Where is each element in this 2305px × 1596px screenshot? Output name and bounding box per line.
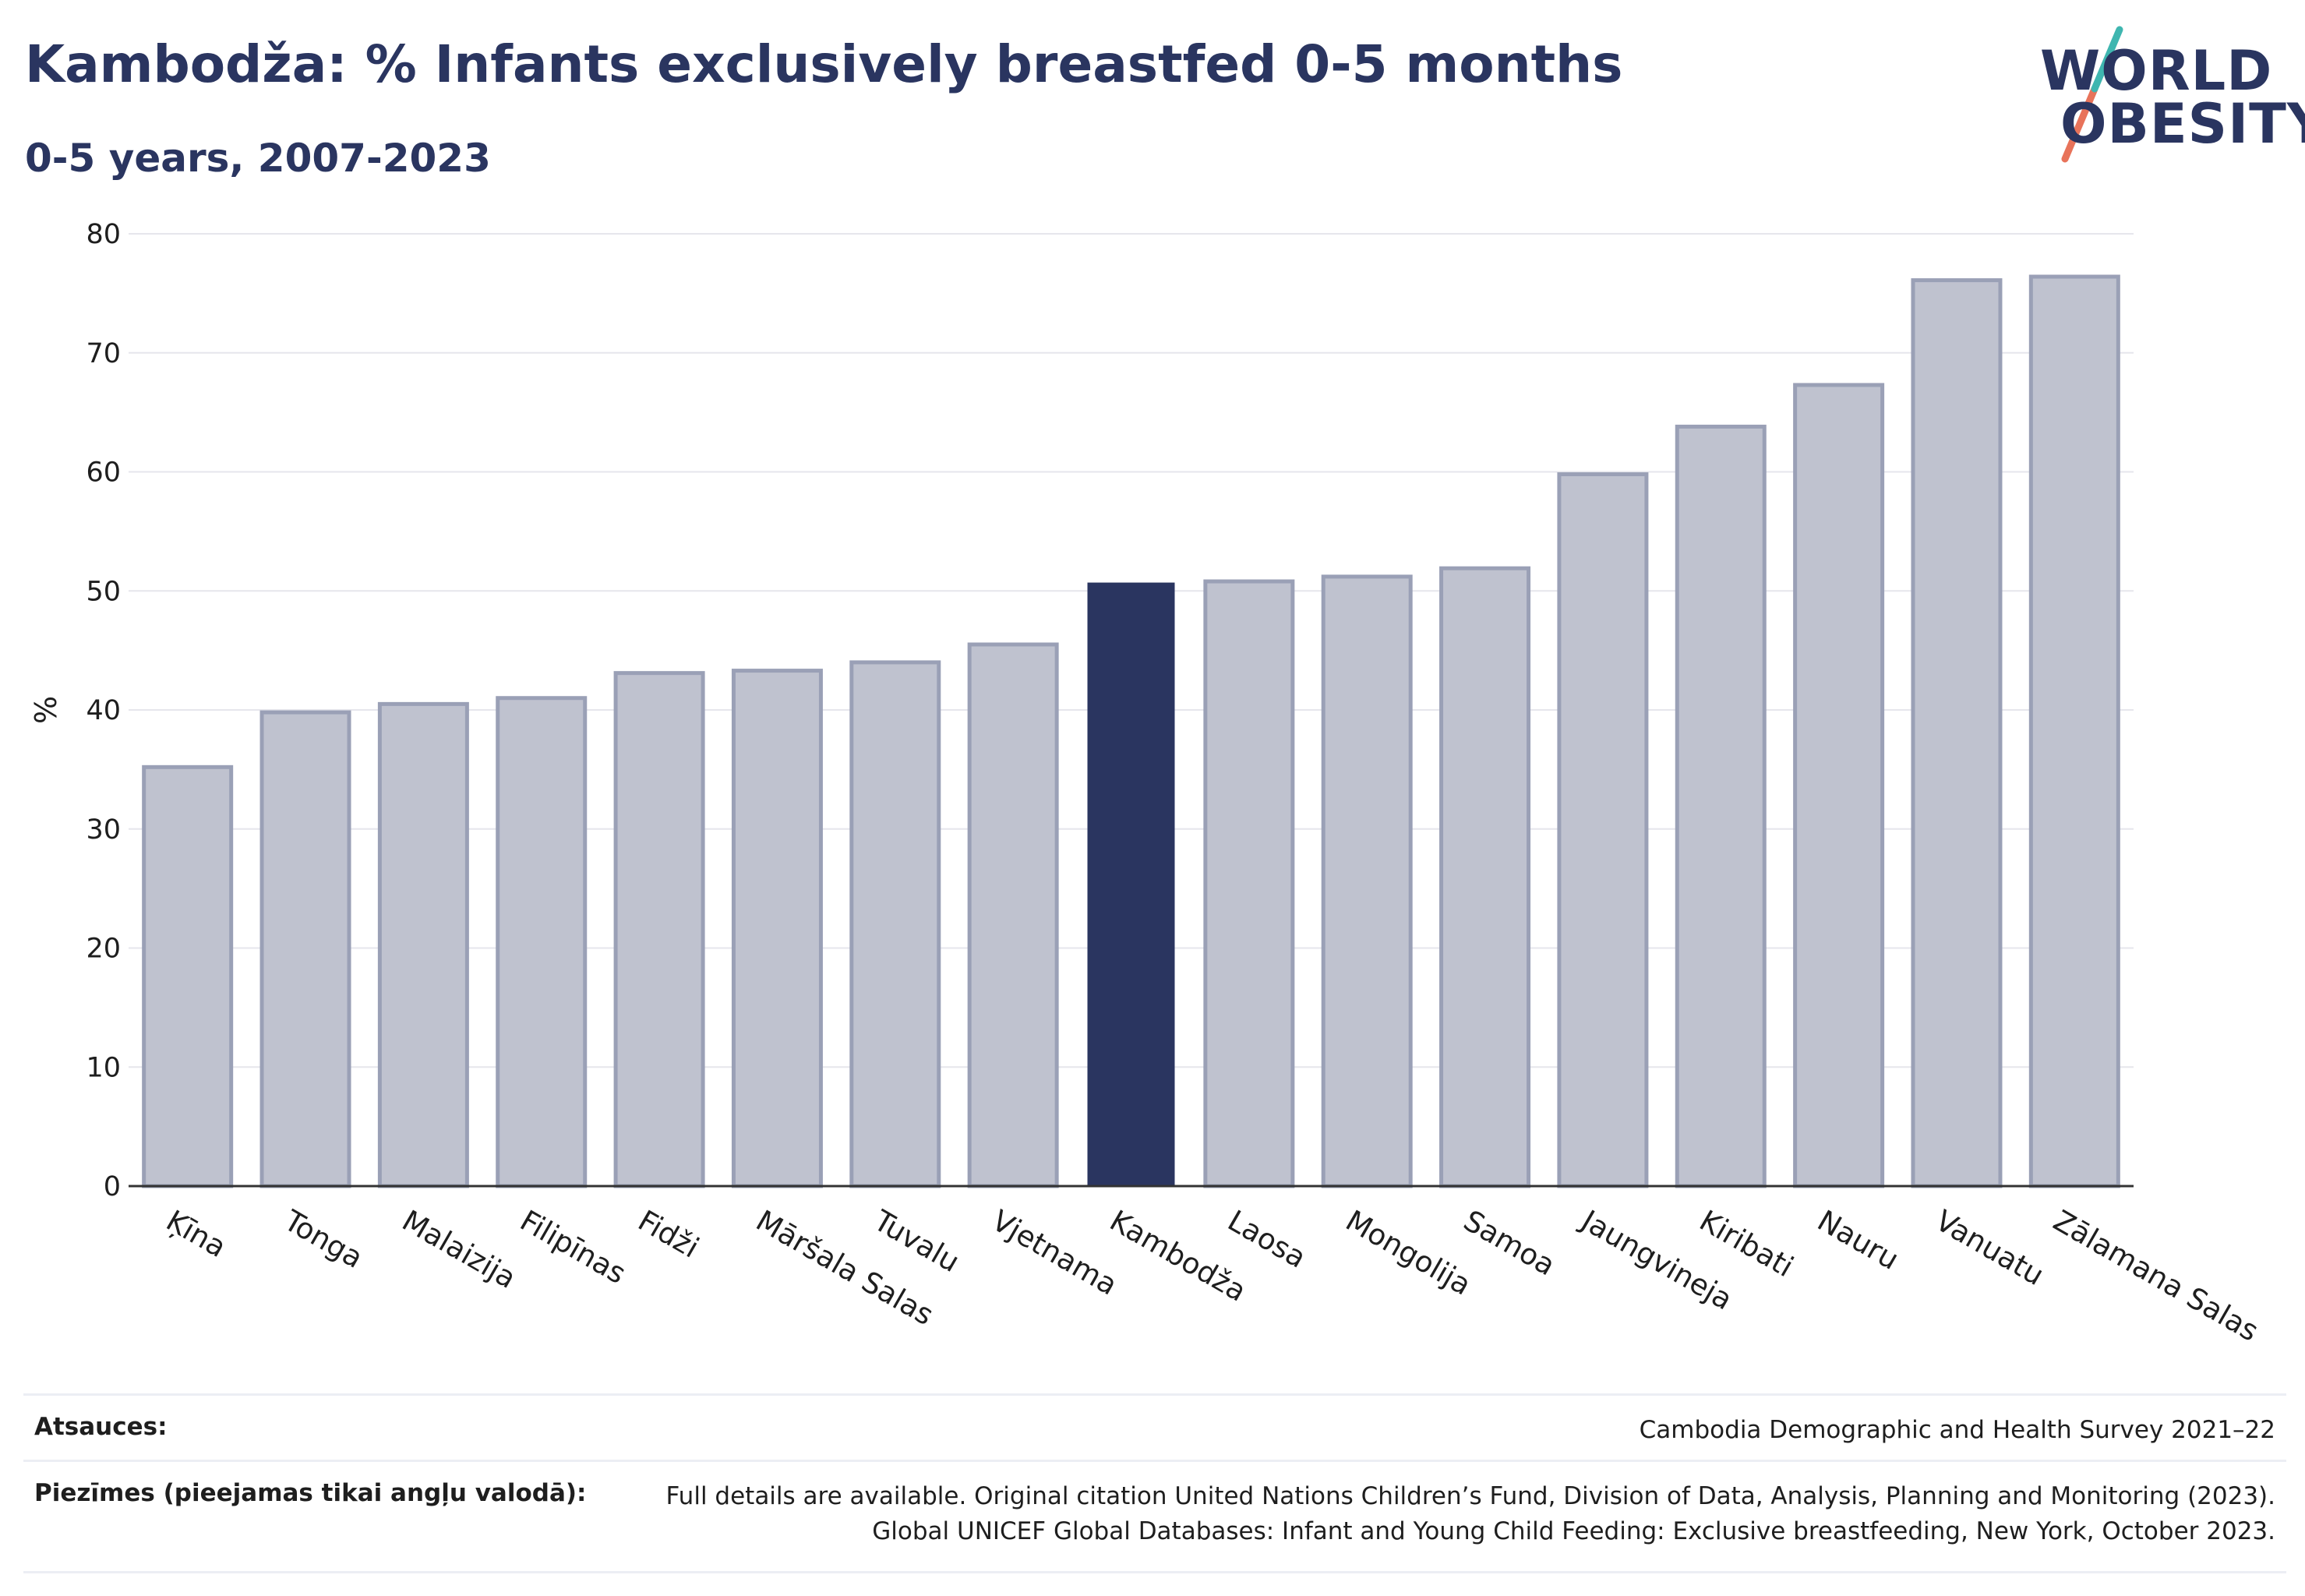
bar-chart: 0 10 20 30 40 50 60 70 80% Ķīna Tonga MalaizijaFili… [29, 219, 2264, 1348]
y-tick-label: 20 [86, 934, 121, 965]
logo-text-obesity: OBESITY [2060, 92, 2305, 156]
bar-15 [1911, 278, 2003, 1188]
x-tick-label: Vanuatu [1929, 1204, 2049, 1293]
notes-value: Full details are available. Original cit… [666, 1479, 2275, 1549]
x-tick-label: Fidži [633, 1204, 705, 1265]
notes-label: Piezīmes (pieejamas tikai angļu valodā): [34, 1479, 587, 1507]
x-tick-label: Malaizija [397, 1204, 521, 1295]
bar-7 [967, 642, 1059, 1188]
y-tick-label: 10 [86, 1052, 121, 1083]
x-tick-label: Filipīnas [514, 1204, 631, 1291]
x-tick-label: Tuvalu [867, 1203, 965, 1279]
bar-8 [1087, 582, 1175, 1186]
bar-0 [142, 764, 234, 1188]
logo-text-world: WORLD [2040, 39, 2273, 103]
bar-13 [1675, 424, 1767, 1188]
bar-10 [1321, 574, 1413, 1188]
y-axis-label: % [29, 696, 63, 724]
chart-title: Kambodža: % Infants exclusively breastfe… [25, 34, 1623, 94]
bar-4 [613, 671, 705, 1188]
footer-sources-row: Atsauces: Cambodia Demographic and Healt… [23, 1393, 2286, 1460]
y-tick-label: 0 [104, 1171, 121, 1202]
bar-11 [1439, 566, 1531, 1188]
y-tick-label: 80 [86, 219, 121, 250]
bar-9 [1203, 579, 1295, 1188]
logo-slash-icon [2061, 26, 2123, 163]
sources-value: Cambodia Demographic and Health Survey 2… [1639, 1416, 2275, 1444]
x-tick-label: Tonga [278, 1203, 369, 1275]
y-tick-label: 30 [86, 814, 121, 846]
notes-line-2: Global UNICEF Global Databases: Infant a… [872, 1517, 2275, 1545]
bar-12 [1557, 472, 1649, 1188]
x-tick-label: Laosa [1222, 1204, 1311, 1275]
x-tick-label: Mongolija [1340, 1204, 1477, 1302]
footer-notes-row: Piezīmes (pieejamas tikai angļu valodā):… [23, 1460, 2286, 1573]
x-tick-label: Ķīna [161, 1204, 231, 1265]
footer: Atsauces: Cambodia Demographic and Healt… [23, 1393, 2286, 1573]
y-tick-label: 50 [86, 576, 121, 607]
bar-16 [2028, 274, 2120, 1188]
bar-6 [849, 660, 941, 1188]
y-tick-label: 70 [86, 338, 121, 369]
y-tick-label: 40 [86, 695, 121, 726]
chart-subtitle: 0-5 years, 2007-2023 [25, 136, 491, 181]
sources-label: Atsauces: [34, 1413, 168, 1441]
x-tick-label: Zālamana Salas [2048, 1204, 2264, 1348]
world-obesity-logo: WORLD OBESITY [2034, 22, 2305, 170]
bar-3 [496, 696, 588, 1188]
bar-2 [377, 701, 469, 1188]
bar-5 [731, 669, 823, 1188]
bar-14 [1793, 383, 1885, 1188]
bar-1 [259, 710, 351, 1188]
x-tick-label: Nauru [1812, 1204, 1904, 1276]
notes-line-1: Full details are available. Original cit… [665, 1482, 2275, 1510]
x-tick-label: Vjetnama [987, 1204, 1123, 1302]
y-tick-label: 60 [86, 457, 121, 489]
